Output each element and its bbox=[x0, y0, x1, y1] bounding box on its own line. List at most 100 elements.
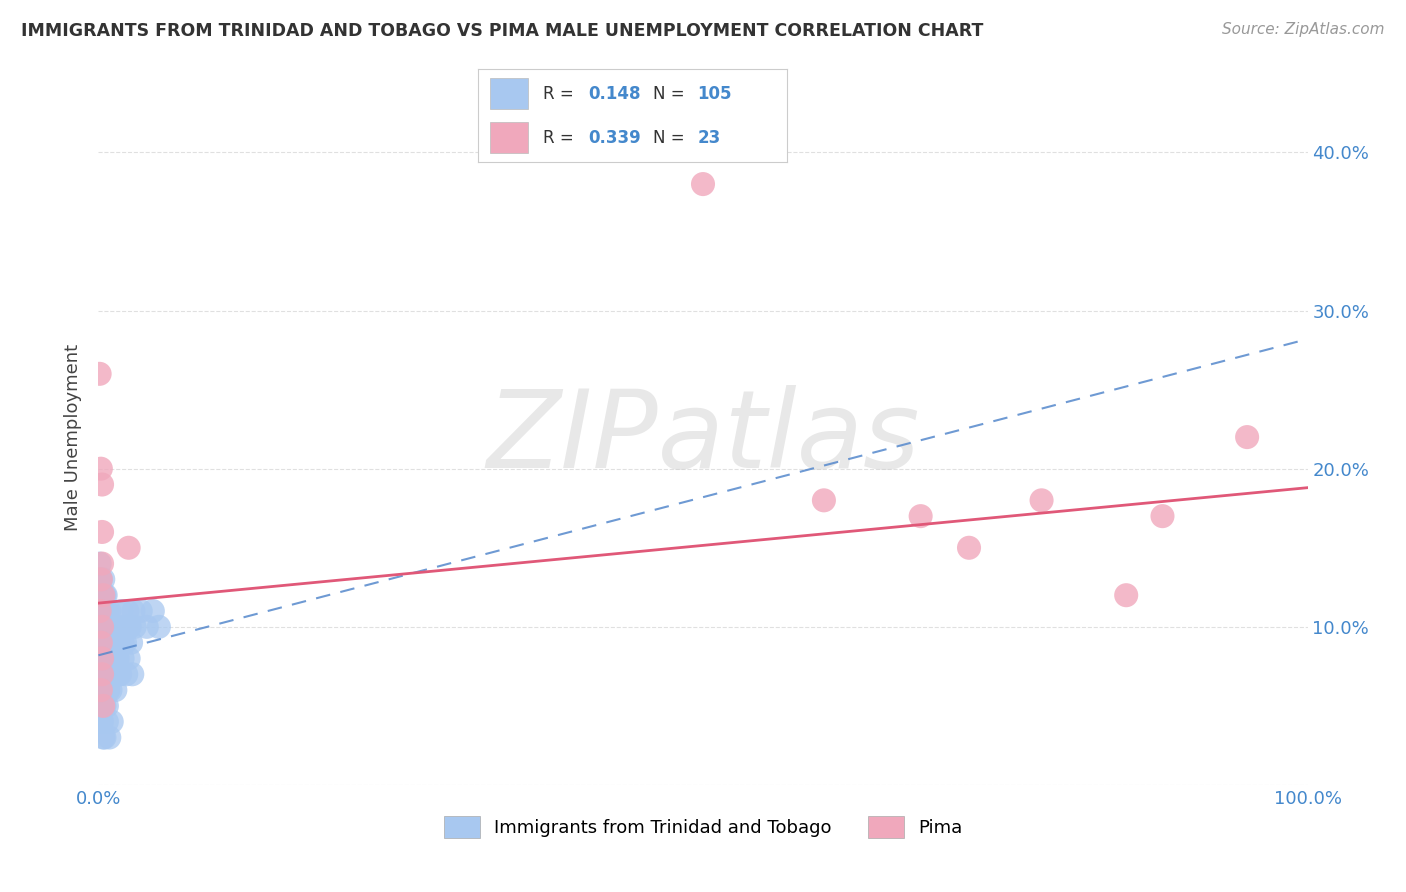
Point bbox=[93, 620, 115, 634]
Point bbox=[117, 604, 139, 618]
Point bbox=[90, 573, 112, 587]
Point bbox=[87, 635, 110, 649]
Point bbox=[93, 620, 115, 634]
Point bbox=[100, 620, 122, 634]
Point bbox=[94, 651, 117, 665]
Point bbox=[107, 667, 129, 681]
Point bbox=[120, 635, 142, 649]
Point bbox=[135, 620, 157, 634]
Point bbox=[91, 714, 114, 729]
Point bbox=[1236, 430, 1258, 444]
Point bbox=[93, 651, 115, 665]
FancyBboxPatch shape bbox=[491, 122, 527, 153]
Point bbox=[91, 683, 114, 698]
Point bbox=[96, 667, 118, 681]
Point bbox=[90, 588, 112, 602]
Point bbox=[813, 493, 835, 508]
Point bbox=[89, 683, 111, 698]
Point bbox=[91, 620, 114, 634]
Point bbox=[101, 635, 124, 649]
Point bbox=[124, 620, 146, 634]
Point bbox=[93, 731, 115, 745]
Point bbox=[90, 635, 112, 649]
Point bbox=[91, 635, 114, 649]
Text: Source: ZipAtlas.com: Source: ZipAtlas.com bbox=[1222, 22, 1385, 37]
Point bbox=[112, 620, 135, 634]
Point bbox=[111, 651, 134, 665]
Point bbox=[105, 620, 128, 634]
Point bbox=[91, 651, 114, 665]
Point bbox=[89, 620, 111, 634]
Text: IMMIGRANTS FROM TRINIDAD AND TOBAGO VS PIMA MALE UNEMPLOYMENT CORRELATION CHART: IMMIGRANTS FROM TRINIDAD AND TOBAGO VS P… bbox=[21, 22, 983, 40]
Point bbox=[90, 573, 112, 587]
FancyBboxPatch shape bbox=[491, 78, 527, 109]
Point bbox=[103, 667, 125, 681]
Point bbox=[90, 635, 112, 649]
Point bbox=[89, 635, 111, 649]
Point bbox=[110, 604, 132, 618]
Point bbox=[91, 698, 114, 713]
Point bbox=[91, 604, 114, 618]
Point bbox=[111, 635, 134, 649]
Point bbox=[91, 635, 114, 649]
Point bbox=[89, 604, 111, 618]
Point bbox=[91, 524, 114, 539]
Y-axis label: Male Unemployment: Male Unemployment bbox=[65, 343, 83, 531]
Point bbox=[89, 573, 111, 587]
Point bbox=[90, 714, 112, 729]
Point bbox=[96, 714, 118, 729]
Point bbox=[94, 667, 117, 681]
Point bbox=[910, 509, 932, 524]
Point bbox=[121, 667, 143, 681]
Point bbox=[97, 651, 120, 665]
Point bbox=[91, 620, 114, 634]
Point bbox=[89, 557, 111, 571]
Point bbox=[108, 667, 131, 681]
Point bbox=[129, 604, 152, 618]
Point bbox=[100, 714, 122, 729]
Point bbox=[90, 698, 112, 713]
Point bbox=[957, 541, 980, 555]
Point bbox=[96, 635, 118, 649]
Point bbox=[91, 667, 114, 681]
Point bbox=[100, 635, 122, 649]
Point bbox=[90, 651, 112, 665]
Text: N =: N = bbox=[652, 128, 690, 146]
Point bbox=[93, 635, 115, 649]
Point bbox=[98, 604, 121, 618]
Point bbox=[105, 651, 128, 665]
Point bbox=[100, 667, 122, 681]
Point bbox=[97, 683, 120, 698]
Point bbox=[91, 731, 114, 745]
Point bbox=[93, 635, 115, 649]
Point bbox=[91, 477, 114, 491]
Point bbox=[91, 651, 114, 665]
Point bbox=[148, 620, 170, 634]
Point bbox=[98, 667, 121, 681]
Point bbox=[115, 667, 138, 681]
Point bbox=[91, 588, 114, 602]
Point bbox=[692, 177, 714, 191]
Point bbox=[105, 651, 128, 665]
Point bbox=[91, 604, 114, 618]
Point bbox=[100, 683, 122, 698]
Point bbox=[98, 731, 121, 745]
Point bbox=[100, 651, 122, 665]
Point bbox=[89, 667, 111, 681]
Point bbox=[1152, 509, 1174, 524]
Point bbox=[93, 698, 115, 713]
Point bbox=[97, 683, 120, 698]
Text: R =: R = bbox=[543, 85, 579, 103]
Text: N =: N = bbox=[652, 85, 690, 103]
Point bbox=[87, 651, 110, 665]
Point bbox=[91, 651, 114, 665]
Point bbox=[93, 588, 115, 602]
Point bbox=[96, 604, 118, 618]
Text: R =: R = bbox=[543, 128, 579, 146]
Point bbox=[90, 683, 112, 698]
Point bbox=[118, 541, 141, 555]
Point bbox=[94, 683, 117, 698]
Point bbox=[104, 635, 127, 649]
Point bbox=[98, 667, 121, 681]
Point bbox=[114, 635, 136, 649]
